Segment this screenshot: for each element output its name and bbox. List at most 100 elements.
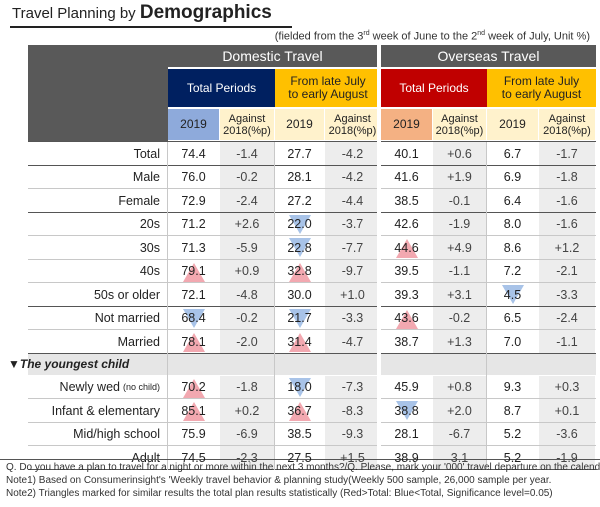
table-cell: -2.1	[539, 259, 595, 283]
triangle-up-icon	[395, 239, 418, 258]
table-cell-value: 38.5	[394, 193, 419, 208]
table-cell: 68.4	[168, 306, 219, 330]
table-cell: -0.2	[220, 165, 274, 189]
row-label: 20s	[139, 217, 160, 232]
table-cell: 85.1	[168, 399, 219, 423]
table-cell: -4.4	[325, 189, 380, 213]
table-cell: 41.6	[381, 165, 432, 189]
table-cell: 3.1	[433, 446, 486, 470]
table-cell: 74.5	[168, 446, 219, 470]
header-against-line1: Against	[548, 112, 586, 125]
table-cell: 71.3	[168, 236, 219, 260]
table-cell: 28.1	[381, 422, 432, 446]
table-cell-value: -6.7	[448, 427, 471, 442]
table-cell-value: 5.2	[503, 427, 522, 442]
header-overseas-late-july: From late July to early August	[487, 69, 596, 107]
table-cell-value: 44.6	[394, 240, 419, 255]
header-against-line1: Against	[441, 112, 478, 125]
table-cell-value: 30.0	[287, 287, 312, 302]
table-cell-value: 3.1	[450, 450, 469, 465]
table-cell: -4.2	[325, 165, 380, 189]
table-cell: 7.2	[487, 259, 538, 283]
table-cell: 79.1	[168, 259, 219, 283]
table-cell-value: -7.7	[341, 240, 364, 255]
table-cell-value: 38.9	[394, 450, 419, 465]
header-against-line2: 2018(%p)	[543, 124, 591, 137]
table-cell-value: -0.2	[236, 170, 258, 185]
table-cell-value: -2.3	[236, 450, 258, 465]
table-cell: 8.7	[487, 399, 538, 423]
triangle-down-icon	[288, 238, 311, 257]
table-cell: 8.0	[487, 212, 538, 236]
table-cell-value: -4.2	[341, 146, 364, 161]
table-cell-value: 72.9	[181, 193, 206, 208]
row-label: 40s	[139, 264, 160, 279]
row-divider	[28, 398, 596, 399]
table-cell: 72.9	[168, 189, 219, 213]
table-cell: -1.4	[220, 142, 274, 166]
note-1: Note1) Based on Consumerinsight's 'Weekl…	[6, 475, 552, 486]
table-cell: 8.6	[487, 236, 538, 260]
table-cell: 39.3	[381, 283, 432, 307]
triangle-down-icon	[395, 401, 418, 420]
table-cell-value: -9.7	[341, 264, 364, 279]
table-cell-value: -4.2	[341, 170, 364, 185]
table-cell: -0.2	[220, 306, 274, 330]
table-cell-value: -7.3	[341, 380, 364, 395]
table-cell: 38.7	[381, 330, 432, 354]
triangle-up-icon	[395, 309, 418, 329]
triangle-down-icon	[288, 377, 311, 397]
row-divider	[28, 329, 596, 330]
table-cell: -2.4	[220, 189, 274, 213]
table-cell: 6.4	[487, 189, 538, 213]
table-cell-value: +0.6	[447, 146, 472, 161]
table-cell: 75.9	[168, 422, 219, 446]
table-cell: -2.0	[220, 330, 274, 354]
table-cell: +0.8	[433, 375, 486, 399]
triangle-up-icon	[288, 333, 311, 352]
title-prefix: Travel Planning by	[12, 5, 140, 22]
row-divider	[28, 282, 596, 283]
table-cell-value: 21.7	[287, 311, 312, 326]
table-cell: -1.7	[539, 142, 595, 166]
table-cell-value: -4.8	[236, 287, 258, 302]
row-divider	[28, 445, 596, 446]
header-against-line2: 2018(%p)	[223, 124, 271, 137]
table-cell-value: 70.2	[181, 380, 206, 395]
table-cell-value: -2.1	[556, 264, 578, 279]
table-cell-value: -3.6	[556, 427, 578, 442]
table-cell-value: -1.8	[236, 380, 258, 395]
triangle-up-icon	[182, 378, 205, 398]
subtitle-part2: week of June to the 2	[369, 30, 478, 43]
table-cell: -5.9	[220, 236, 274, 260]
table-cell-value: +1.2	[554, 240, 580, 255]
triangle-up-icon	[182, 333, 205, 352]
header-against: Against 2018(%p)	[325, 109, 380, 140]
table-cell: -9.7	[325, 259, 380, 283]
table-cell: +1.5	[325, 446, 380, 470]
header-domestic-total-periods: Total Periods	[168, 69, 275, 107]
header-against-line1: Against	[228, 112, 266, 125]
table-cell: 6.7	[487, 142, 538, 166]
table-cell-value: -1.1	[556, 334, 578, 349]
table-cell-value: +1.9	[447, 170, 472, 185]
col-divider	[274, 142, 275, 470]
header-corner	[28, 45, 168, 142]
triangle-down-icon	[288, 214, 311, 234]
row-label: Adult	[131, 450, 161, 465]
col-divider	[486, 142, 487, 470]
table-cell-value: 28.1	[394, 427, 419, 442]
table-cell: 9.3	[487, 375, 538, 399]
table-cell-value: 38.8	[394, 403, 419, 418]
table-cell: -0.1	[433, 189, 486, 213]
header-domestic-late-july-line2: to early August	[288, 87, 368, 101]
table-cell-value: 74.4	[181, 146, 206, 161]
table-cell-value: -0.2	[236, 311, 258, 326]
table-cell: 22.8	[275, 236, 324, 260]
table-cell-value: -3.3	[341, 311, 364, 326]
row-label-note: (no child)	[122, 382, 160, 393]
table-cell: -4.2	[325, 142, 380, 166]
row-divider	[28, 468, 596, 470]
subtitle-part3: week of July, Unit %)	[485, 30, 590, 43]
row-label: 50s or older	[93, 287, 160, 302]
